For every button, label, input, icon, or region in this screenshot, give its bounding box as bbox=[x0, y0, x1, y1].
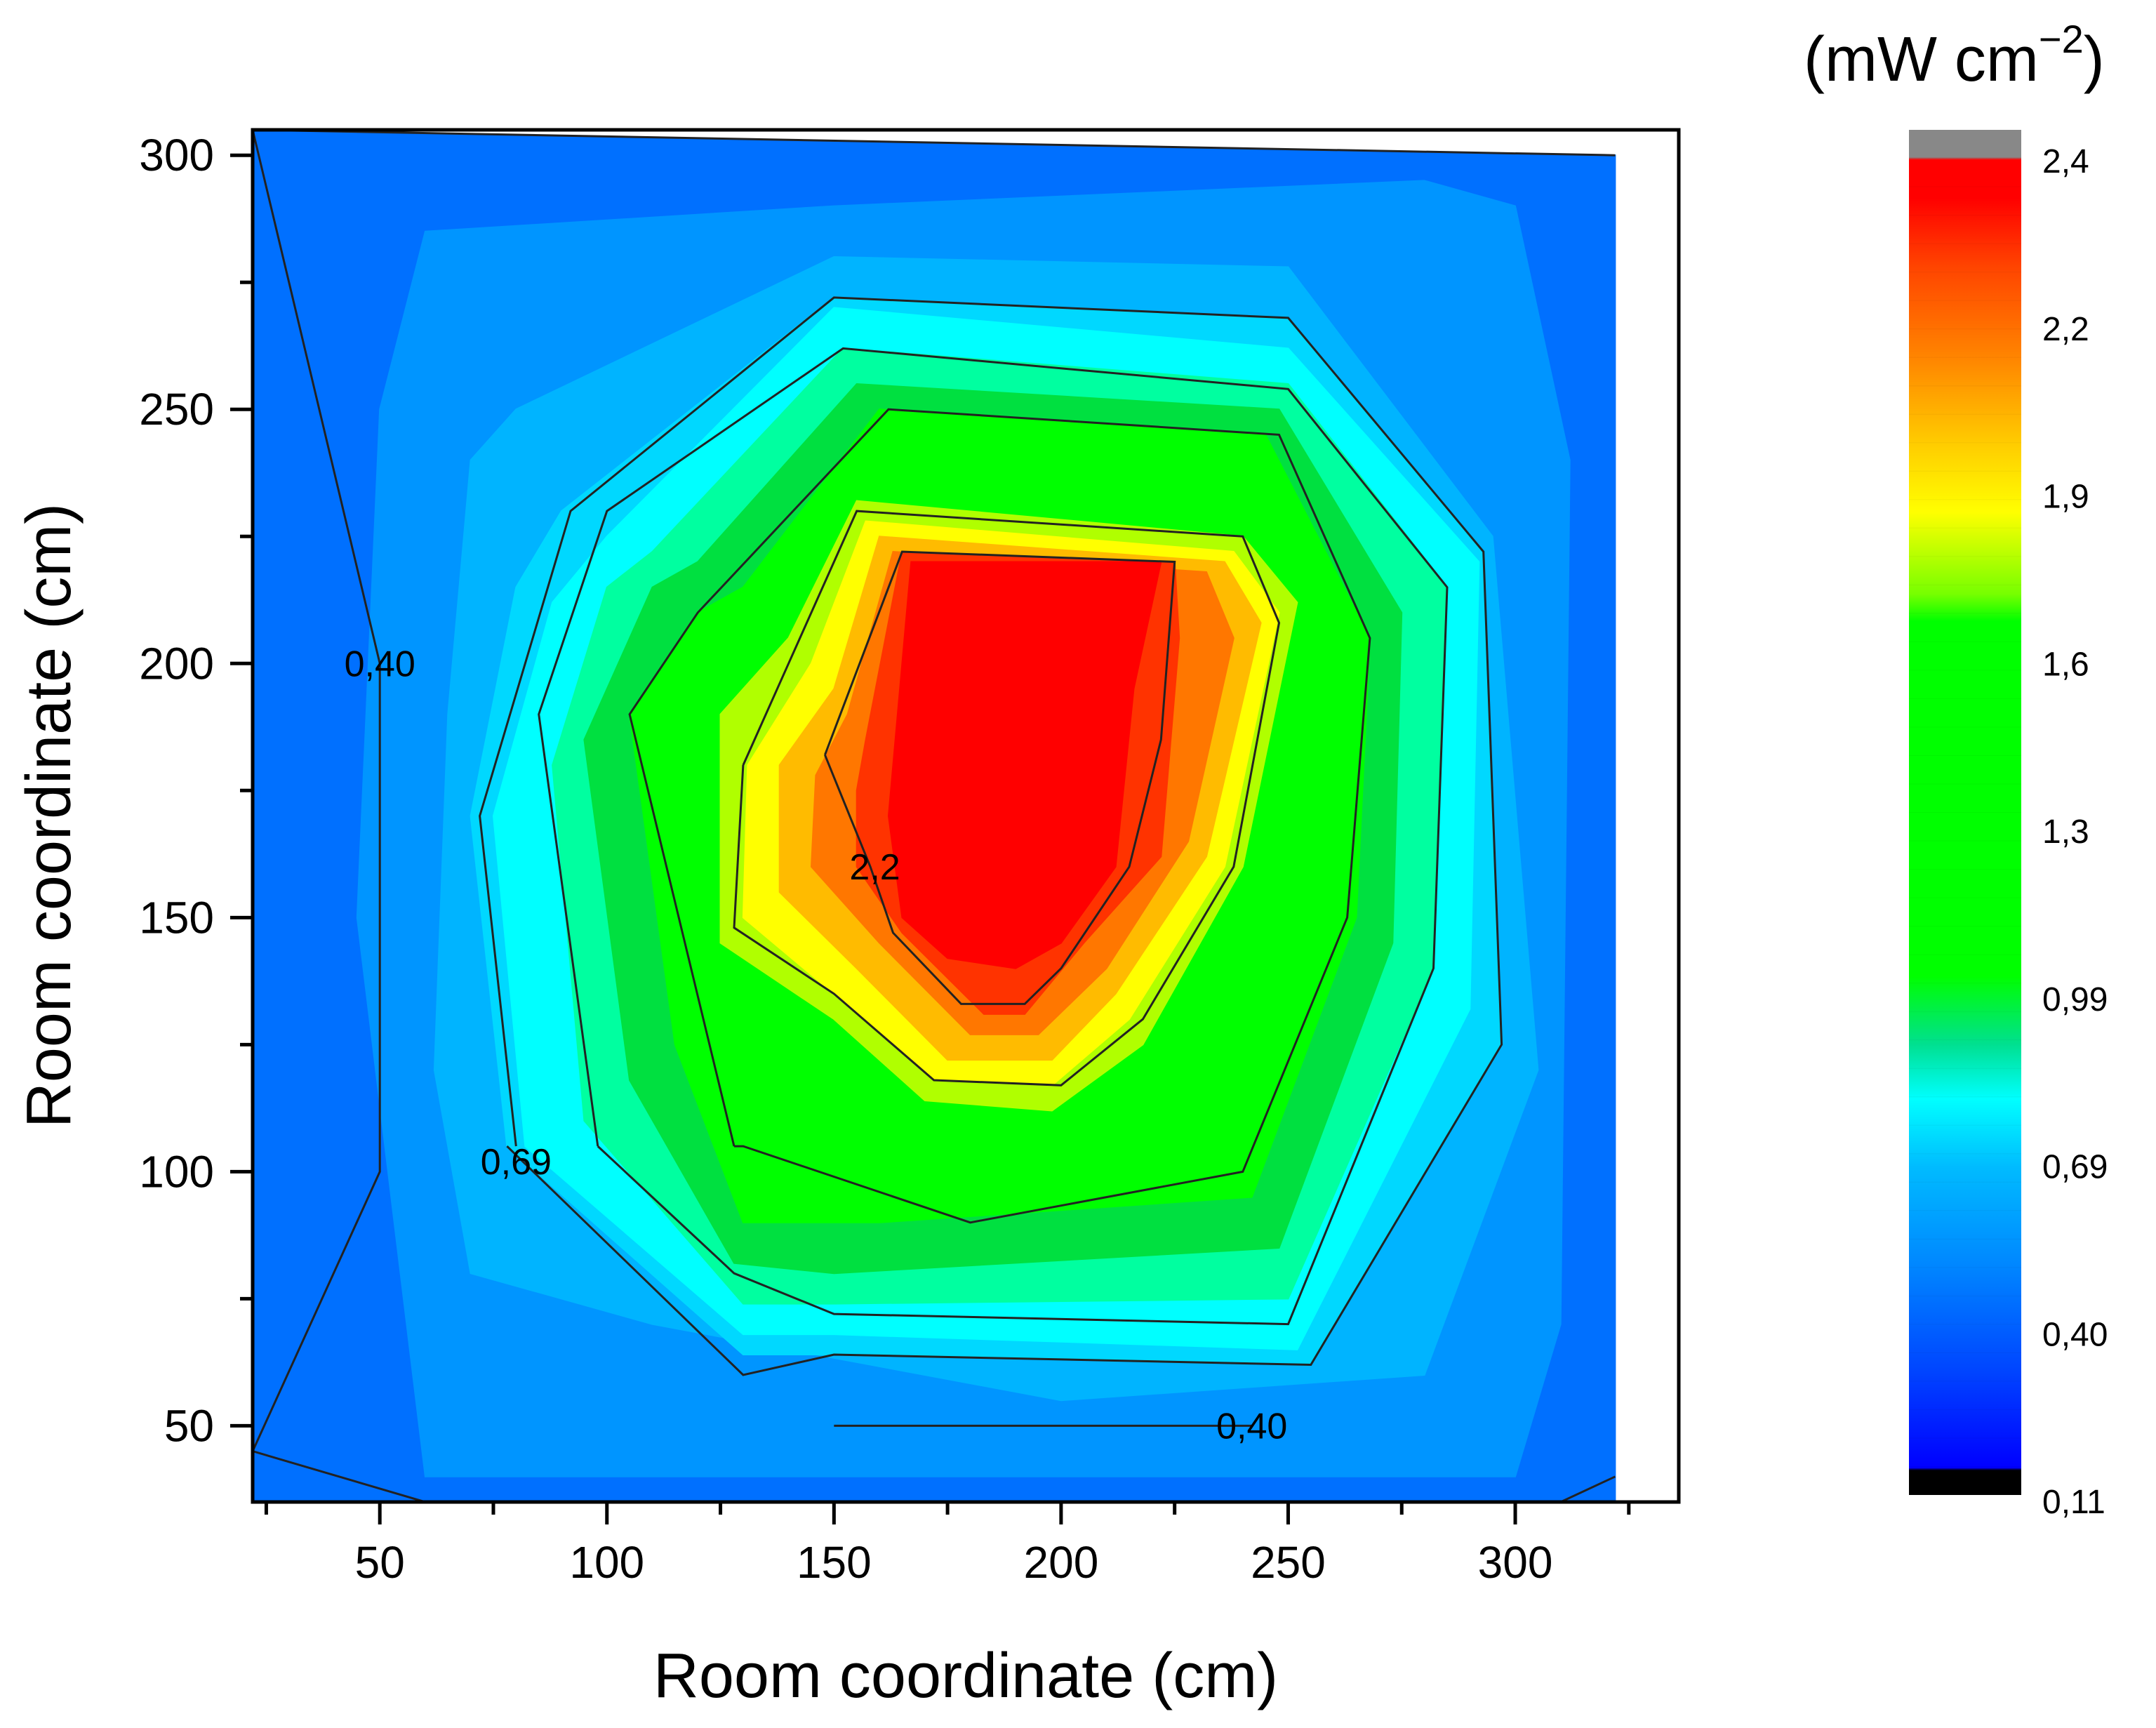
colorbar-unit-exponent: −2 bbox=[2039, 17, 2084, 61]
x-tick-label: 250 bbox=[1251, 1537, 1326, 1588]
contour-label: 0,69 bbox=[481, 1142, 552, 1183]
contour-line-5 bbox=[538, 347, 1449, 1326]
x-tick-label: 50 bbox=[355, 1537, 405, 1588]
x-tick-label: 150 bbox=[797, 1537, 872, 1588]
contour-line-2 bbox=[1560, 1475, 1616, 1502]
x-axis: 50 100 150 200 250 300 bbox=[264, 1502, 1631, 1588]
y-tick-label: 100 bbox=[139, 1146, 214, 1197]
x-tick-label: 100 bbox=[569, 1537, 644, 1588]
y-tick-label: 200 bbox=[139, 638, 214, 689]
colorbar-tick-label: 0,69 bbox=[2042, 1149, 2108, 1186]
colorbar-tick-label: 1,6 bbox=[2042, 646, 2089, 683]
contour-bands bbox=[253, 130, 1616, 1502]
contour-label: 2,2 bbox=[849, 847, 900, 888]
contour-label: 0,40 bbox=[1216, 1406, 1287, 1447]
colorbar-tick-label: 1,3 bbox=[2042, 813, 2089, 851]
contour-line-0 bbox=[253, 130, 1616, 157]
colorbar-tick-label: 2,4 bbox=[2042, 143, 2089, 180]
contour-line-7 bbox=[733, 510, 1281, 1086]
colorbar-tick-label: 2,2 bbox=[2042, 311, 2089, 348]
colorbar-tick-label: 1,9 bbox=[2042, 479, 2089, 516]
colorbar: 2,4 2,2 1,9 1,6 1,3 0,99 0,69 0,40 0,11 bbox=[1909, 130, 2108, 1521]
colorbar-unit-base: (mW cm bbox=[1804, 25, 2039, 95]
colorbar-tick-label: 0,40 bbox=[2042, 1316, 2108, 1353]
y-axis-title: Room coordinate (cm) bbox=[14, 503, 84, 1128]
contour-label: 0,40 bbox=[345, 644, 415, 684]
contour-band-13 bbox=[887, 561, 1162, 969]
colorbar-tick-label: 0,99 bbox=[2042, 981, 2108, 1018]
contour-inline-labels: 0,40 0,69 2,2 0,40 bbox=[345, 644, 1288, 1447]
contour-line-4 bbox=[479, 296, 1503, 1376]
y-axis: 50 100 150 200 250 300 bbox=[139, 130, 253, 1451]
contour-line-8 bbox=[823, 550, 1176, 1005]
colorbar-unit: (mW cm−2) bbox=[1804, 17, 2105, 95]
x-axis-title: Room coordinate (cm) bbox=[653, 1641, 1278, 1711]
x-tick-label: 200 bbox=[1024, 1537, 1099, 1588]
y-tick-label: 250 bbox=[139, 384, 214, 434]
colorbar-unit-close: ) bbox=[2084, 25, 2105, 95]
y-tick-label: 50 bbox=[164, 1400, 214, 1451]
x-tick-label: 300 bbox=[1478, 1537, 1553, 1588]
plot-frame bbox=[251, 128, 1681, 1504]
colorbar-bar bbox=[1909, 130, 2021, 1495]
y-tick-label: 150 bbox=[139, 892, 214, 943]
contour-lines bbox=[253, 130, 1616, 1502]
contour-line-6 bbox=[628, 408, 1371, 1224]
y-tick-label: 300 bbox=[139, 130, 214, 180]
contour-line-1 bbox=[253, 130, 426, 1502]
colorbar-tick-label: 0,11 bbox=[2042, 1484, 2105, 1521]
